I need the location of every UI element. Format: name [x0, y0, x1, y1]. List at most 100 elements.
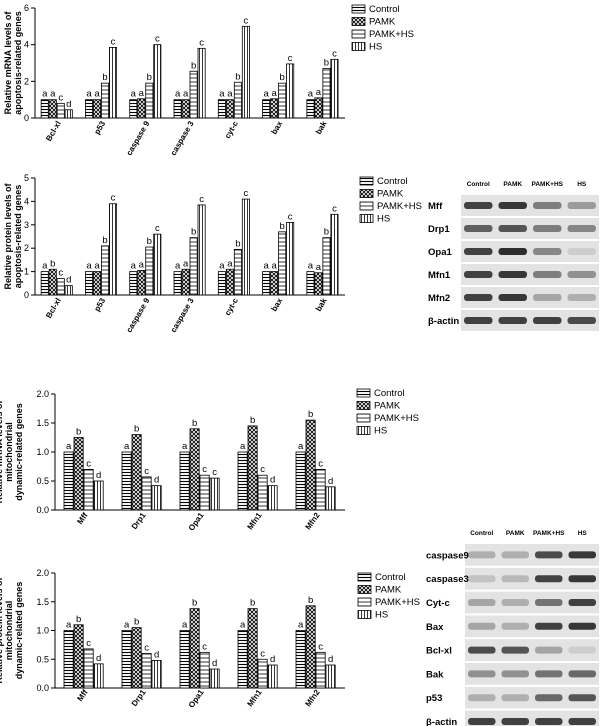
bar-caspase-3-pamk: [181, 99, 190, 119]
legend-swatch: [356, 413, 371, 423]
x-tick-label: p53: [92, 296, 107, 313]
x-tick-label: bak: [314, 119, 329, 136]
significance-letter: d: [96, 470, 101, 481]
blot-band: [501, 718, 529, 725]
legend-label: HS: [374, 426, 387, 437]
bar-bax-pamk: [270, 98, 279, 119]
significance-letter: a: [183, 258, 189, 269]
bar-mfn1-control: [237, 451, 248, 511]
legend-swatch: [356, 426, 371, 435]
bar-mfn2-control: [295, 451, 306, 511]
x-tick-label: Mfn2: [304, 511, 322, 532]
x-tick-label: caspase 9: [125, 296, 152, 334]
bar-mfn1-pamk-hs: [257, 658, 268, 689]
significance-letter: c: [111, 36, 116, 47]
blot-band: [501, 622, 529, 630]
blot-row-label: Bak: [426, 669, 444, 680]
y-tick-label: 2: [24, 76, 29, 86]
bar-opa1-pamk: [189, 428, 200, 511]
blot-band: [568, 646, 596, 654]
legend-label: HS: [369, 42, 382, 53]
legend-swatch: [357, 610, 372, 619]
blot-band: [498, 248, 527, 255]
bar-mff-hs: [93, 480, 104, 511]
significance-letter: b: [102, 72, 107, 83]
bar-opa1-pamk-hs: [199, 651, 210, 689]
bar-caspase-3-pamk-hs: [189, 70, 198, 119]
legend-label: HS: [377, 214, 390, 225]
significance-letter: b: [192, 598, 197, 609]
bar-cyt-c-pamk-hs: [233, 248, 242, 296]
blot_apoptosis: Control PAMK PAMK+HS HS caspase9 caspase3 Cyt-…: [426, 530, 599, 726]
bar-opa1-hs: [209, 477, 220, 511]
significance-letter: b: [134, 617, 139, 628]
significance-letter: a: [227, 89, 233, 100]
y-tick-label: 4: [24, 196, 29, 206]
bar-p53-control: [85, 99, 94, 119]
significance-letter: b: [280, 221, 285, 232]
blot-strip: [461, 287, 599, 308]
blot-band: [535, 694, 563, 702]
significance-letter: a: [219, 261, 225, 272]
significance-letter: b: [308, 595, 313, 606]
x-tick-label: bak: [314, 296, 329, 313]
bar-bcl-xl-pamk: [48, 99, 57, 119]
bar-bcl-xl-pamk-hs: [56, 102, 65, 119]
significance-letter: b: [134, 424, 139, 435]
significance-letter: a: [94, 261, 100, 272]
blot-band: [567, 202, 596, 209]
bar-opa1-pamk-hs: [199, 474, 210, 511]
significance-letter: a: [298, 441, 304, 452]
blot-band: [498, 225, 527, 232]
y-tick-label: 5: [24, 173, 29, 183]
x-tick-label: caspase 3: [169, 296, 196, 334]
significance-letter: c: [144, 643, 149, 654]
legend-swatch: [357, 585, 372, 594]
x-tick-label: Mfn2: [304, 688, 322, 709]
bar-bax-pamk-hs: [278, 82, 287, 119]
bar-mff-pamk-hs: [83, 468, 94, 511]
blot-lane-label: Control: [470, 530, 493, 537]
blot-band: [535, 599, 563, 606]
bar-bcl-xl-pamk: [48, 268, 57, 296]
blot-row-label: Bax: [426, 622, 444, 633]
blot-band: [464, 271, 493, 278]
significance-letter: c: [288, 53, 293, 64]
legend-label: Control: [374, 388, 405, 399]
significance-letter: c: [199, 37, 204, 48]
blot-row-label: Opa1: [428, 247, 452, 258]
blot-band: [468, 646, 496, 654]
significance-letter: d: [66, 275, 71, 286]
blot-strip: [465, 567, 599, 590]
legend-label: PAMK+HS: [374, 413, 419, 424]
bar-opa1-pamk: [189, 608, 200, 689]
bar-opa1-control: [179, 630, 190, 689]
significance-letter: a: [298, 620, 304, 631]
blot-strip: [461, 241, 599, 262]
bar-bak-control: [306, 271, 315, 296]
significance-letter: b: [76, 614, 81, 625]
legend-label: PAMK: [375, 585, 402, 596]
bar-caspase-9-control: [129, 271, 138, 296]
y-axis-label: Relative mRNA levels ofapoptosis-related…: [3, 11, 23, 115]
bar-p53-pamk: [93, 99, 102, 119]
significance-letter: b: [324, 227, 329, 238]
bar-bak-pamk: [314, 97, 323, 119]
bar-p53-hs: [109, 203, 118, 296]
significance-letter: c: [111, 193, 116, 204]
y-tick-label: 4: [24, 40, 29, 50]
bar-drp1-pamk: [131, 627, 142, 689]
blot-band: [533, 317, 562, 324]
bar-bak-hs: [330, 213, 339, 296]
x-tick-label: Mff: [75, 511, 89, 526]
x-tick-label: Drp1: [130, 688, 148, 709]
legend-swatch: [356, 401, 371, 410]
significance-letter: a: [66, 441, 72, 452]
significance-letter: c: [202, 641, 207, 652]
x-tick-label: Mfn1: [246, 688, 264, 709]
significance-letter: d: [328, 476, 333, 487]
x-tick-label: cyt-c: [223, 296, 240, 317]
